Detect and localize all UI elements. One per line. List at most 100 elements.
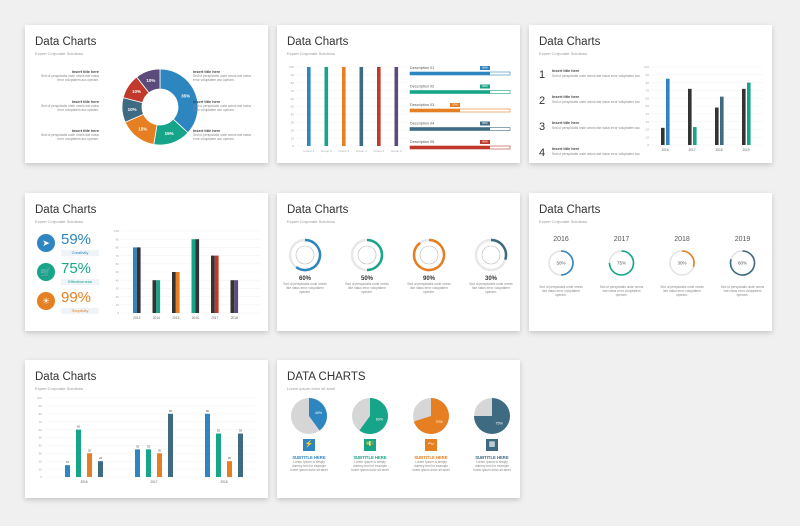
slide-year-rings[interactable]: Data Charts Expert Corporate Solutions 2… (529, 193, 772, 331)
bar-chart-icon: ▦ (486, 439, 498, 451)
slice-label: 10% (128, 107, 137, 112)
numbered-item: 1 Insert title here Sed ut perspiciatis un… (539, 69, 649, 91)
item-title: Insert title here (71, 100, 99, 104)
y-tick-label: 20 (646, 128, 650, 132)
ring-text: Sed ut perspiciatis unde omnis iste natu… (720, 285, 765, 298)
slide-donut-chart[interactable]: Data Charts Expert Corporate Solutions 3… (25, 25, 268, 163)
ring-description: Sed ut perspiciatis unde omnis iste natu… (721, 285, 765, 298)
bar (324, 67, 329, 146)
bar-value: 60 (77, 425, 81, 429)
insert-item: Insert title here Sed ut perspiciatis und… (34, 129, 99, 141)
y-tick-label: 40 (39, 444, 43, 448)
year-label: 2017 (614, 236, 630, 243)
item-text: Sed ut perspiciatis unde omnis iste natu… (41, 74, 99, 83)
y-tick-label: 60 (116, 262, 120, 266)
y-tick-label: 10 (116, 303, 120, 307)
slide-subtitle: Expert Corporate Solutions (35, 386, 84, 391)
bar (661, 127, 665, 145)
ring-value: 90% (422, 276, 435, 282)
donut-slice (136, 68, 161, 94)
x-tick-label: Group 2 (321, 149, 332, 153)
slice-label: 15% (165, 131, 174, 136)
y-tick-label: 20 (291, 128, 295, 132)
bar (377, 67, 381, 146)
numbered-item: 2 Insert title here Sed ut perspiciatis un… (539, 95, 649, 117)
y-tick-label: 50 (291, 105, 295, 109)
bar (195, 239, 200, 313)
bar (98, 461, 103, 477)
slide-title: Data Charts (35, 371, 97, 383)
bar (156, 280, 161, 313)
x-tick-label: 2018 (220, 480, 227, 484)
numbered-item: 4 Insert title here Sed ut perspiciatis un… (539, 147, 649, 163)
slide-grouped-bars[interactable]: Data Charts Expert Corporate Solutions 1… (25, 360, 268, 498)
y-tick-label: 0 (40, 475, 42, 479)
money-icon: 💵 (364, 439, 376, 451)
x-tick-label: 2016 (661, 148, 668, 152)
bar (133, 247, 137, 313)
item-text: Sed ut perspiciatis unde omnis iste natu… (552, 100, 640, 104)
ring-progress (560, 250, 574, 276)
x-tick-label: 2015 (172, 316, 179, 320)
slide-pies-subtitles[interactable]: DATA CHARTS Lorem ipsum dolor sit amet 4… (277, 360, 520, 498)
progress-badge (480, 121, 490, 126)
slide-title: Data Charts (287, 204, 349, 216)
slide-numbered-bars[interactable]: Data Charts Expert Corporate Solutions 1… (529, 25, 772, 163)
description-label: Description 01 (410, 66, 434, 70)
bar (666, 78, 670, 145)
bar-value: 30 (88, 448, 92, 452)
slide-ring-icons[interactable]: Data Charts Expert Corporate Solutions 6… (277, 193, 520, 331)
x-tick-label: 2016 (80, 480, 87, 484)
subtitle-text: Lorem Ipsum is simply dummy text for exa… (290, 460, 328, 473)
shopping-cart-icon: 🛒 (37, 263, 55, 281)
slide-bar-progress[interactable]: Data Charts Expert Corporate Solutions 1… (277, 25, 520, 163)
ring-progress (608, 250, 635, 276)
x-tick-label: 2017 (150, 480, 157, 484)
bar (720, 96, 724, 145)
bar-value: 20 (99, 456, 103, 460)
bar-value: 35 (147, 444, 151, 448)
pie-value: 60% (376, 417, 384, 421)
ring-progress (681, 250, 695, 267)
ring-value: 30% (677, 261, 686, 266)
ring-value: 50% (556, 261, 565, 266)
insert-item: Insert title here Sed ut perspiciatis und… (193, 70, 258, 82)
ring-text: Sed ut perspiciatis unde omnis iste natu… (660, 285, 704, 298)
stat-item: 🛒 75% Effectiveness (37, 260, 117, 288)
slice-label: 35% (181, 93, 190, 98)
bar (135, 449, 140, 477)
description-label: Description 03 (410, 103, 434, 107)
stat-item: ➤ 59% Creativity (37, 231, 117, 259)
bar (230, 280, 235, 313)
progress-value: 50% (452, 103, 458, 107)
stat-label: Simplicity (61, 308, 99, 314)
subtitle-heading: SUBTITLE HERE (292, 455, 326, 460)
x-tick-label: 2016 (192, 316, 199, 320)
item-text: Sed ut perspiciatis unde omnis iste natu… (552, 152, 640, 156)
bar (234, 280, 239, 313)
y-tick-label: 70 (646, 89, 650, 93)
stat-item: ☀ 99% Simplicity (37, 289, 117, 317)
ring-icon (357, 245, 377, 265)
bar (214, 255, 219, 313)
donut-slice (159, 68, 199, 134)
slide-title: Data Charts (539, 36, 601, 48)
bar (693, 127, 697, 145)
progress-fill (410, 127, 490, 131)
bar-value: 35 (136, 444, 140, 448)
bar (211, 255, 215, 313)
year-label: 2016 (553, 236, 569, 243)
bar (191, 239, 196, 313)
slide-subtitle: Expert Corporate Solutions (539, 51, 588, 56)
y-tick-label: 50 (646, 104, 650, 108)
y-tick-label: 0 (647, 143, 649, 147)
donut-slices: 35% 15% 15% 10% 10% 10% (121, 68, 199, 146)
pie-charts: 40% 60% 70% 75% (291, 398, 510, 434)
slide-subtitle: Expert Corporate Solutions (287, 51, 336, 56)
bar (136, 247, 141, 313)
insert-item: Insert title here Sed ut perspiciatis und… (193, 100, 258, 112)
slide-stats-bars[interactable]: Data Charts Expert Corporate Solutions ➤… (25, 193, 268, 331)
